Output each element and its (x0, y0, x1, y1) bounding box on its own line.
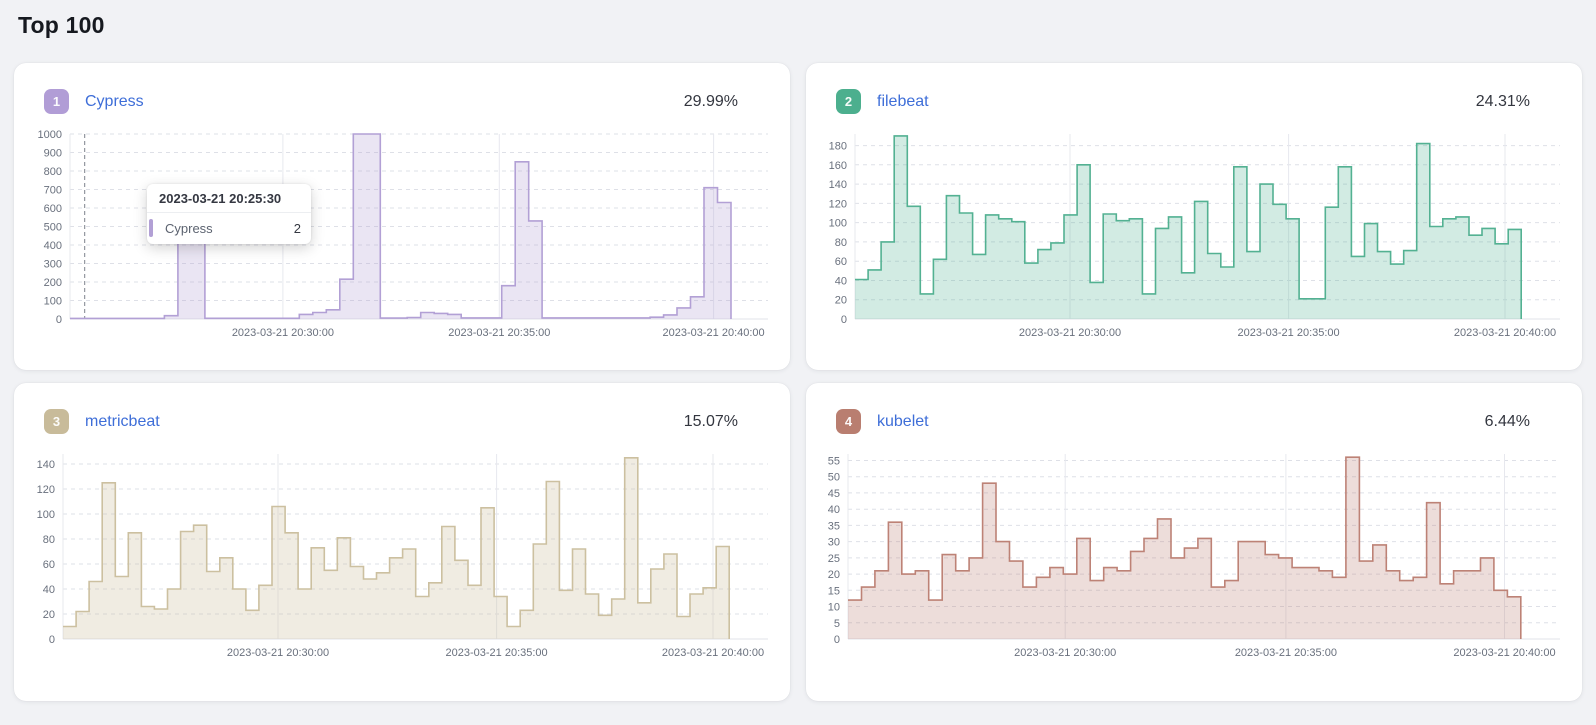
y-axis-tick-label: 600 (44, 203, 62, 215)
x-axis-tick-label: 2023-03-21 20:30:00 (232, 327, 334, 339)
tooltip-series-value: 2 (293, 220, 301, 236)
y-axis-tick-label: 20 (828, 569, 840, 581)
x-axis-tick-label: 2023-03-21 20:35:00 (448, 327, 550, 339)
y-axis-tick-label: 700 (44, 185, 62, 197)
x-axis-tick-label: 2023-03-21 20:35:00 (1235, 647, 1337, 659)
y-axis-tick-label: 50 (828, 472, 840, 484)
y-axis-tick-label: 0 (834, 634, 840, 646)
series-link-kubelet[interactable]: kubelet (877, 412, 929, 430)
y-axis-tick-label: 100 (37, 509, 55, 521)
x-axis-tick-label: 2023-03-21 20:35:00 (1238, 327, 1340, 339)
percent-value: 29.99% (683, 92, 738, 110)
percent-value: 15.07% (683, 412, 738, 430)
y-axis-tick-label: 120 (829, 198, 847, 210)
page-title: Top 100 (18, 12, 105, 38)
chart-grid: 1 Cypress 29.99% 0 100 200 300 400 500 600 700 8… (14, 63, 1582, 701)
y-axis-tick-label: 0 (56, 314, 62, 326)
y-axis-tick-label: 120 (37, 484, 55, 496)
y-axis-tick-label: 80 (835, 237, 847, 249)
rank-badge: 2 (836, 89, 861, 114)
series-line (855, 135, 1522, 319)
y-axis-tick-label: 5 (834, 618, 840, 630)
y-axis-tick-label: 20 (835, 295, 847, 307)
area-chart-metricbeat[interactable]: 0 20 40 60 80 100 120 140 2023-03-21 20:30:00 202… (28, 448, 776, 663)
y-axis-tick-label: 140 (37, 459, 55, 471)
series-line (63, 457, 730, 639)
y-axis-tick-label: 400 (44, 240, 62, 252)
y-axis-tick-label: 180 (829, 141, 847, 153)
x-axis-tick-label: 2023-03-21 20:40:00 (662, 647, 764, 659)
y-axis-tick-label: 55 (828, 456, 840, 468)
y-axis-tick-label: 45 (828, 488, 840, 500)
y-axis-tick-label: 10 (828, 602, 840, 614)
tooltip-series-row: Cypress 2 (147, 213, 311, 244)
x-axis-tick-label: 2023-03-21 20:30:00 (1014, 647, 1116, 659)
card-header: 1 Cypress 29.99% (44, 89, 760, 114)
y-axis-tick-label: 140 (829, 179, 847, 191)
y-axis-tick-label: 25 (828, 553, 840, 565)
chart-card-cypress: 1 Cypress 29.99% 0 100 200 300 400 500 600 700 8… (14, 63, 790, 370)
y-axis-tick-label: 500 (44, 222, 62, 234)
y-axis-tick-label: 80 (43, 534, 55, 546)
y-axis-tick-label: 35 (828, 520, 840, 532)
y-axis-tick-label: 40 (43, 584, 55, 596)
series-link-metricbeat[interactable]: metricbeat (85, 412, 160, 430)
chart-card-filebeat: 2 filebeat 24.31% 0 20 40 60 80 100 120 140 160 1… (806, 63, 1582, 370)
y-axis-tick-label: 160 (829, 160, 847, 172)
y-axis-tick-label: 0 (841, 314, 847, 326)
x-axis-tick-label: 2023-03-21 20:35:00 (446, 647, 548, 659)
y-axis-tick-label: 300 (44, 259, 62, 271)
area-chart-filebeat[interactable]: 0 20 40 60 80 100 120 140 160 180 2023-03-21 20:30… (820, 128, 1568, 343)
rank-badge: 4 (836, 409, 861, 434)
chart-tooltip: 2023-03-21 20:25:30 Cypress 2 (147, 184, 311, 244)
series-line (70, 133, 732, 320)
y-axis-tick-label: 100 (829, 218, 847, 230)
y-axis-tick-label: 40 (835, 276, 847, 288)
chart-card-metricbeat: 3 metricbeat 15.07% 0 20 40 60 80 100 120 140 20… (14, 383, 790, 701)
x-axis-tick-label: 2023-03-21 20:40:00 (1453, 647, 1555, 659)
card-header: 3 metricbeat 15.07% (44, 409, 760, 434)
y-axis-tick-label: 800 (44, 166, 62, 178)
card-header: 2 filebeat 24.31% (836, 89, 1552, 114)
series-area-fill (855, 135, 1522, 319)
x-axis-tick-label: 2023-03-21 20:30:00 (1019, 327, 1121, 339)
series-marker (149, 219, 153, 237)
dashboard-page: Top 100 1 Cypress 29.99% 0 100 200 300 400 50… (0, 12, 1596, 701)
y-axis-tick-label: 60 (43, 559, 55, 571)
series-link-filebeat[interactable]: filebeat (877, 92, 929, 110)
tooltip-series-label: Cypress (165, 220, 213, 236)
y-axis-tick-label: 100 (44, 296, 62, 308)
area-chart-cypress[interactable]: 0 100 200 300 400 500 600 700 800 900 1000 2023-03-… (28, 128, 776, 343)
y-axis-tick-label: 40 (828, 504, 840, 516)
series-link-cypress[interactable]: Cypress (85, 92, 144, 110)
x-axis-tick-label: 2023-03-21 20:40:00 (663, 327, 765, 339)
series-line (848, 456, 1522, 639)
percent-value: 24.31% (1475, 92, 1530, 110)
y-axis-tick-label: 0 (49, 634, 55, 646)
y-axis-tick-label: 60 (835, 256, 847, 268)
y-axis-tick-label: 1000 (38, 129, 62, 141)
y-axis-tick-label: 30 (828, 537, 840, 549)
x-axis-tick-label: 2023-03-21 20:40:00 (1454, 327, 1556, 339)
y-axis-tick-label: 15 (828, 585, 840, 597)
rank-badge: 3 (44, 409, 69, 434)
y-axis-tick-label: 900 (44, 148, 62, 160)
tooltip-timestamp: 2023-03-21 20:25:30 (147, 184, 311, 213)
y-axis-tick-label: 20 (43, 609, 55, 621)
series-area-fill (63, 457, 730, 639)
x-axis-tick-label: 2023-03-21 20:30:00 (227, 647, 329, 659)
area-chart-kubelet[interactable]: 0 5 10 15 20 25 30 35 40 45 50 55 2023-03-21 20:30:0… (820, 448, 1568, 663)
percent-value: 6.44% (1484, 412, 1530, 430)
rank-badge: 1 (44, 89, 69, 114)
y-axis-tick-label: 200 (44, 277, 62, 289)
chart-card-kubelet: 4 kubelet 6.44% 0 5 10 15 20 25 30 35 40 45 50 55 20… (806, 383, 1582, 701)
card-header: 4 kubelet 6.44% (836, 409, 1552, 434)
